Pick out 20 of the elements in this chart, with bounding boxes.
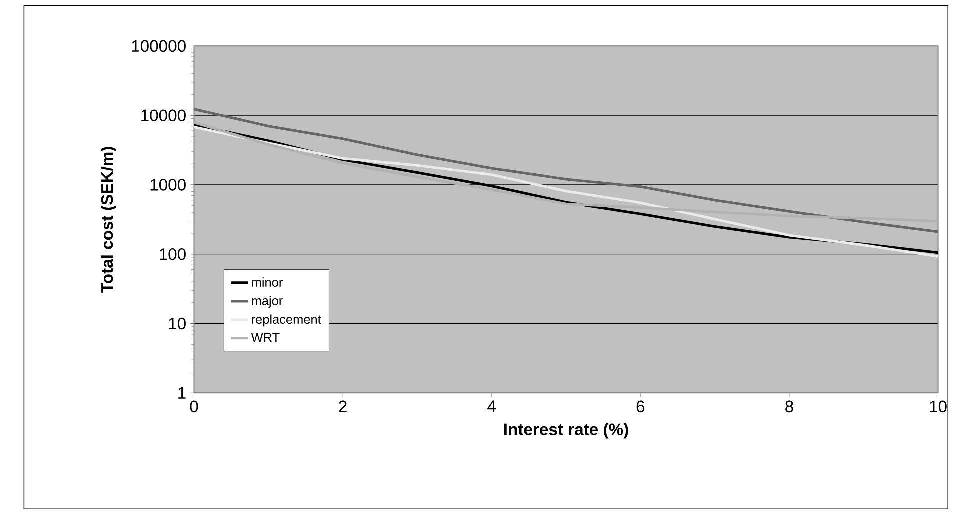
x-tick-label: 2 [339, 400, 347, 412]
y-tick-label: 1000 [150, 179, 186, 191]
y-axis-title: Total cost (SEK/m) [100, 147, 116, 293]
x-axis-title: Interest rate (%) [504, 423, 628, 439]
legend-label: WRT [251, 333, 280, 342]
x-tick-label: 10 [930, 400, 947, 413]
legend-label: minor [252, 278, 283, 287]
legend-label: major [252, 296, 283, 308]
y-tick-label: 100000 [132, 40, 186, 52]
y-tick-label: 100 [160, 248, 186, 260]
line-series [194, 121, 938, 223]
y-tick-label: 1 [178, 387, 186, 399]
line-series [194, 108, 938, 234]
y-tick-label: 10000 [142, 110, 186, 122]
legend-label: replacement [252, 314, 322, 327]
y-tick-label: 10 [169, 318, 186, 330]
x-tick-label: 6 [636, 400, 645, 413]
x-tick-label: 0 [190, 400, 198, 413]
x-tick-label: 8 [786, 400, 794, 413]
x-tick-label: 4 [488, 400, 496, 412]
